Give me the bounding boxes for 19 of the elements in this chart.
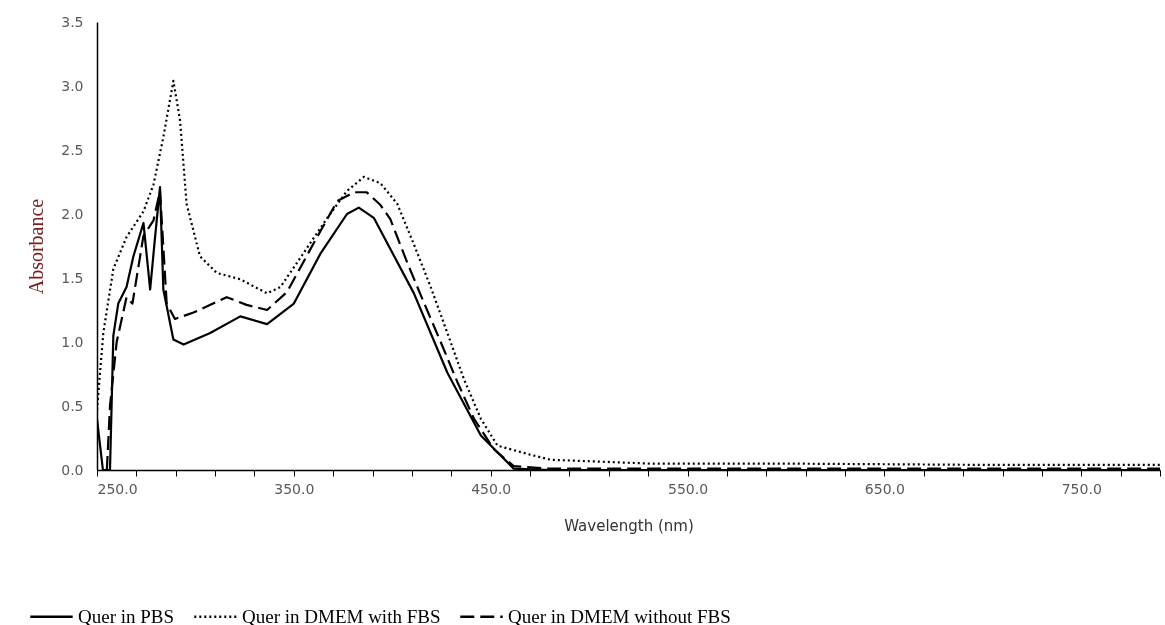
x-tick-label: 750.0 — [1061, 480, 1102, 497]
y-axis-title: Absorbance — [25, 198, 48, 295]
x-axis-title: Wavelength (nm) — [564, 516, 694, 535]
y-tick-label: 1.0 — [61, 333, 84, 350]
legend-label: Quer in DMEM without FBS — [508, 605, 731, 625]
legend-label: Quer in PBS — [78, 605, 175, 625]
y-tick-label: 0.5 — [61, 397, 84, 414]
y-tick-label: 3.0 — [61, 77, 84, 94]
y-tick-label: 0.0 — [61, 461, 84, 478]
y-tick-label: 1.5 — [61, 269, 84, 286]
x-tick-label: 550.0 — [668, 480, 709, 497]
y-tick-label: 2.5 — [61, 141, 84, 158]
x-tick-label: 250.0 — [97, 480, 138, 497]
x-tick-label: 650.0 — [864, 480, 905, 497]
x-tick-label: 450.0 — [471, 480, 512, 497]
y-tick-label: 3.5 — [61, 13, 84, 30]
y-tick-label: 2.0 — [61, 205, 84, 222]
legend-label: Quer in DMEM with FBS — [242, 605, 441, 625]
x-tick-label: 350.0 — [274, 480, 315, 497]
